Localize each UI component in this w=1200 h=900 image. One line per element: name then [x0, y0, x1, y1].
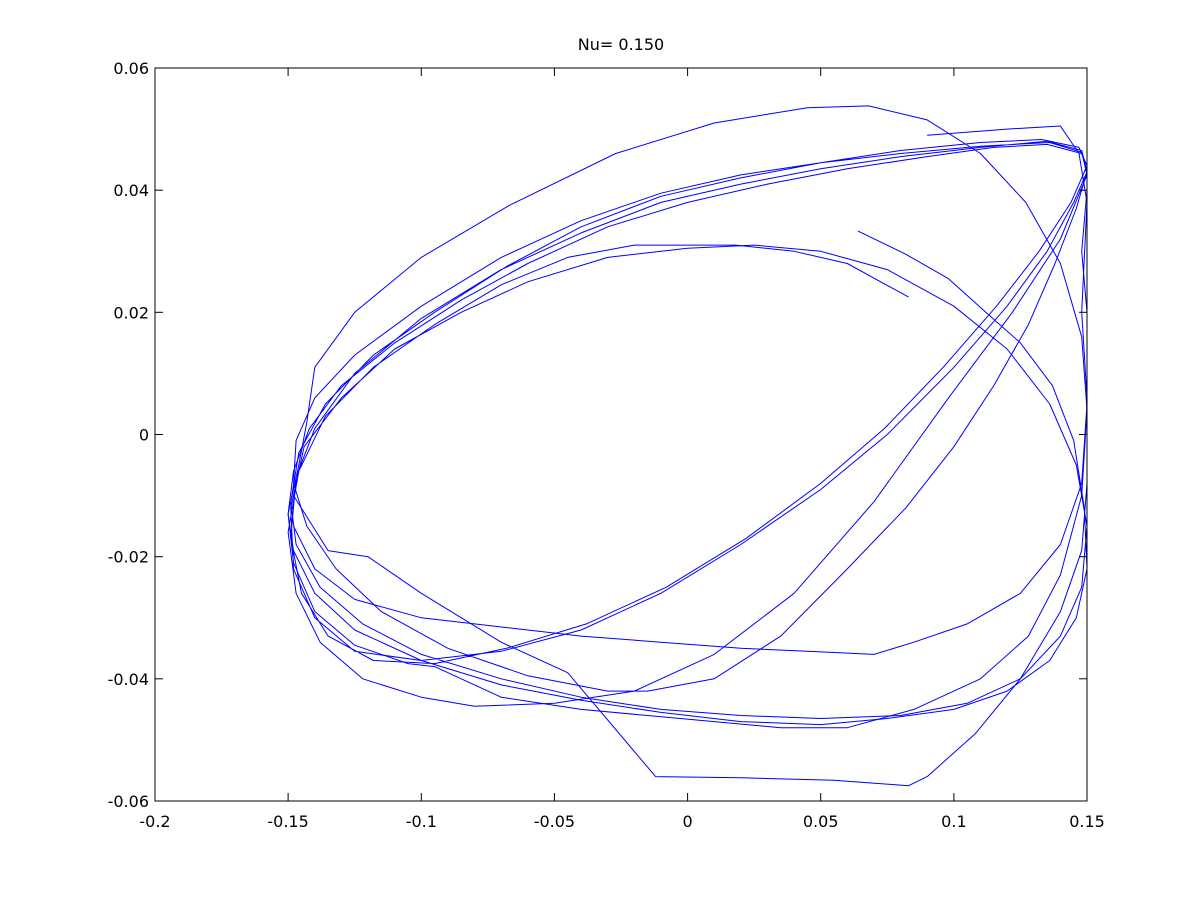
- x-tick-label: -0.2: [139, 812, 170, 831]
- x-tick-label: 0.15: [1069, 812, 1105, 831]
- x-tick-label: -0.05: [534, 812, 575, 831]
- y-tick-label: -0.02: [108, 548, 149, 567]
- y-tick-label: 0: [139, 426, 149, 445]
- y-tick-label: 0.06: [113, 59, 149, 78]
- x-tick-label: -0.15: [267, 812, 308, 831]
- chart-title: Nu= 0.150: [578, 35, 664, 54]
- x-tick-label: 0.1: [941, 812, 966, 831]
- x-tick-labels: -0.2 -0.15 -0.1 -0.05 0 0.05 0.1 0.15: [139, 812, 1104, 831]
- trajectory-line-2: [287, 105, 1087, 729]
- trajectory-line-1: [287, 139, 1087, 726]
- x-tick-label: -0.1: [406, 812, 437, 831]
- trajectory-line-4: [293, 190, 1087, 655]
- y-tick-label: -0.04: [108, 670, 149, 689]
- plot-area: [154, 67, 1088, 802]
- y-tick-label: 0.04: [113, 181, 149, 200]
- x-tick-label: 0.05: [803, 812, 839, 831]
- trajectory-line-3: [293, 125, 1087, 787]
- y-tick-labels: -0.06 -0.04 -0.02 0 0.02 0.04 0.06: [108, 59, 149, 811]
- x-tick-label: 0: [683, 812, 693, 831]
- y-tick-label: -0.06: [108, 792, 149, 811]
- axes-box: [154, 67, 1088, 802]
- series-layer: [287, 105, 1087, 787]
- y-tick-label: 0.02: [113, 303, 149, 322]
